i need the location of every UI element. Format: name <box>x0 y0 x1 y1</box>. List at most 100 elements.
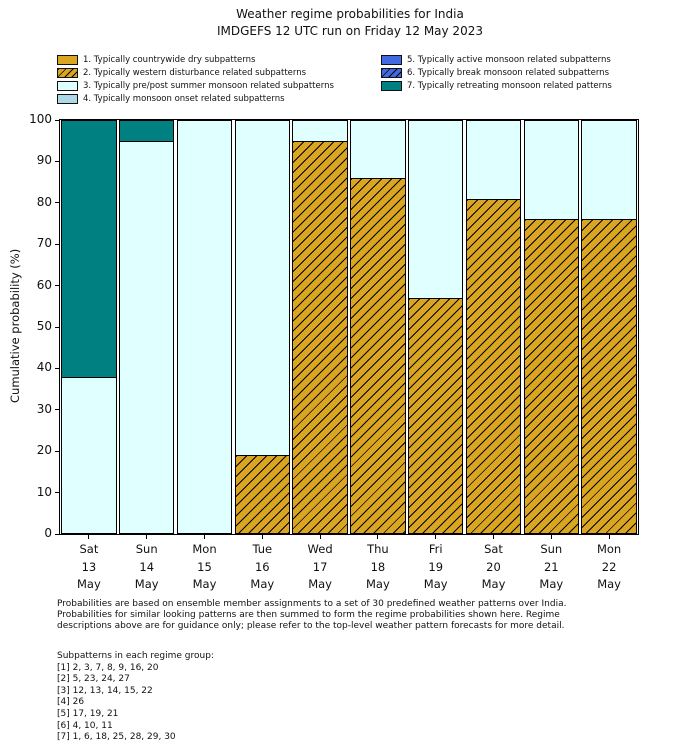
bar-segment-regime-3 <box>408 120 464 300</box>
chart-title: Weather regime probabilities for India I… <box>0 6 700 39</box>
footnote: Probabilities are based on ensemble memb… <box>57 599 677 632</box>
x-axis-tick <box>608 535 610 539</box>
x-axis-tick-label-line: 20 <box>486 559 501 574</box>
y-axis-tick <box>55 533 59 535</box>
subpattern-line: [2] 5, 23, 24, 27 <box>57 674 130 685</box>
bar-segment-regime-2 <box>350 177 406 534</box>
y-axis-tick-label: 0 <box>44 526 52 540</box>
x-axis-tick-label-line: May <box>308 577 332 591</box>
x-axis-tick-label: Tue 16 May <box>233 541 291 594</box>
x-axis-tick <box>146 535 148 539</box>
subpattern-line: [7] 1, 6, 18, 25, 28, 29, 30 <box>57 732 176 743</box>
legend-item-label: 3. Typically pre/post summer monsoon rel… <box>83 80 334 91</box>
x-axis-tick-label-line: 22 <box>601 559 617 574</box>
bar-segment-regime-3 <box>350 120 406 179</box>
legend-item-label: 6. Typically break monsoon related subpa… <box>407 67 609 78</box>
legend-swatch <box>381 80 402 91</box>
legend-swatch <box>57 54 78 65</box>
legend-item-label: 1. Typically countrywide dry subpatterns <box>83 54 256 65</box>
y-axis-tick <box>55 492 59 494</box>
bar-segment-regime-3 <box>523 120 579 221</box>
legend-swatch <box>57 80 78 91</box>
y-axis-tick <box>55 160 59 162</box>
bar-segment-regime-2 <box>408 298 464 534</box>
x-axis-tick-label-line: May <box>134 577 159 591</box>
y-axis-tick-label: 10 <box>36 484 52 499</box>
x-axis-tick-label-line: May <box>597 577 621 591</box>
chart-title-line1: Weather regime probabilities for India <box>236 7 464 21</box>
subpatterns-list: [1] 2, 3, 7, 8, 9, 16, 20 [2] 5, 23, 24, … <box>57 663 214 744</box>
y-axis-tick <box>55 367 59 369</box>
y-axis-tick-label: 50 <box>36 319 52 333</box>
x-axis-tick <box>204 535 205 539</box>
x-axis-tick-label-line: Mon <box>192 542 217 556</box>
bar-segment-regime-2 <box>292 140 348 534</box>
bar-segment-regime-3 <box>581 120 637 221</box>
y-axis-tick-label: 60 <box>36 277 52 292</box>
x-axis-tick-label-line: 13 <box>81 559 97 574</box>
bar-segment-regime-3 <box>119 140 175 534</box>
bar-segment-regime-3 <box>465 120 522 200</box>
x-axis-tick-label-line: May <box>539 577 564 591</box>
legend-item: 5. Typically active monsoon related subp… <box>381 53 612 66</box>
x-axis-tick-label-line: Sun <box>135 542 158 556</box>
x-axis-tick-label-line: May <box>481 577 506 591</box>
legend-column-left: 1. Typically countrywide dry subpatterns… <box>57 53 334 105</box>
bar-segment-regime-3 <box>176 120 233 534</box>
bar-segment-regime-2 <box>581 219 637 534</box>
bar-segment-regime-2 <box>465 198 522 534</box>
legend-swatch <box>381 67 402 78</box>
bar-segment-regime-7 <box>119 120 175 142</box>
x-axis-tick-label-line: Sat <box>79 542 99 556</box>
subpattern-line: [5] 17, 19, 21 <box>57 708 119 719</box>
y-axis-tick-label: 70 <box>36 236 52 251</box>
legend-item-label: 4. Typically monsoon onset related subpa… <box>83 93 285 104</box>
x-axis-tick-label: Wed 17 May <box>291 541 349 594</box>
subpatterns-heading: Subpatterns in each regime group: <box>57 651 214 661</box>
x-axis-tick-label-line: Sun <box>540 542 563 556</box>
x-axis-tick <box>377 535 379 539</box>
subpattern-line: [1] 2, 3, 7, 8, 9, 16, 20 <box>57 662 159 673</box>
y-axis-tick <box>55 326 59 328</box>
legend-item: 3. Typically pre/post summer monsoon rel… <box>57 79 334 92</box>
legend-item-label: 5. Typically active monsoon related subp… <box>407 54 611 65</box>
y-axis-tick-label: 40 <box>36 360 52 375</box>
y-axis-tick <box>55 119 59 121</box>
x-axis-tick-label: Thu 18 May <box>349 541 407 594</box>
x-axis-tick-label-line: 18 <box>370 559 386 574</box>
subpattern-line: [3] 12, 13, 14, 15, 22 <box>57 685 153 696</box>
x-axis-tick-label: Fri 19 May <box>407 541 465 594</box>
legend-item: 7. Typically retreating monsoon related … <box>381 79 612 92</box>
y-axis-tick-label: 20 <box>36 443 52 458</box>
subpatterns-block: Subpatterns in each regime group: [1] 2,… <box>57 651 214 744</box>
legend-swatch <box>57 67 78 78</box>
plot-area: 0 10 20 30 40 50 60 70 80 90 100 Sat 13 May Sun 14 May Mo… <box>29 112 639 591</box>
subpattern-line: [4] 26 <box>57 697 85 708</box>
bar-segment-regime-3 <box>292 120 348 142</box>
x-axis-tick-label: Sun 14 May <box>118 541 176 594</box>
x-axis-tick-label: Sun 21 May <box>522 541 580 594</box>
bar-segment-regime-3 <box>61 376 117 534</box>
x-axis-tick <box>550 535 552 539</box>
legend-item: 1. Typically countrywide dry subpatterns <box>57 53 334 66</box>
footnote-line: Probabilities are based on ensemble memb… <box>57 599 567 609</box>
y-axis-tick <box>55 243 59 245</box>
y-axis-tick-label: 30 <box>36 401 52 416</box>
legend-column-right: 5. Typically active monsoon related subp… <box>381 53 612 92</box>
x-axis-tick-label-line: 19 <box>428 559 444 574</box>
x-axis-tick-label-line: Tue <box>252 542 273 556</box>
bar-segment-regime-2 <box>234 455 290 534</box>
x-axis-tick-label-line: 16 <box>254 559 270 574</box>
legend-item: 2. Typically western disturbance related… <box>57 66 334 79</box>
x-axis-tick-label-line: May <box>366 577 390 591</box>
subpattern-line: [6] 4, 10, 11 <box>57 720 113 731</box>
x-axis-tick-label-line: 15 <box>197 559 212 574</box>
legend-item: 6. Typically break monsoon related subpa… <box>381 66 612 79</box>
y-axis-tick <box>55 409 59 411</box>
x-axis-tick-label-line: Sat <box>484 542 503 556</box>
y-axis-tick-label: 90 <box>36 153 52 168</box>
bar-segment-regime-3 <box>234 120 290 457</box>
x-axis-tick-label-line: Fri <box>428 542 443 556</box>
x-axis-tick-label-line: 14 <box>139 559 155 574</box>
